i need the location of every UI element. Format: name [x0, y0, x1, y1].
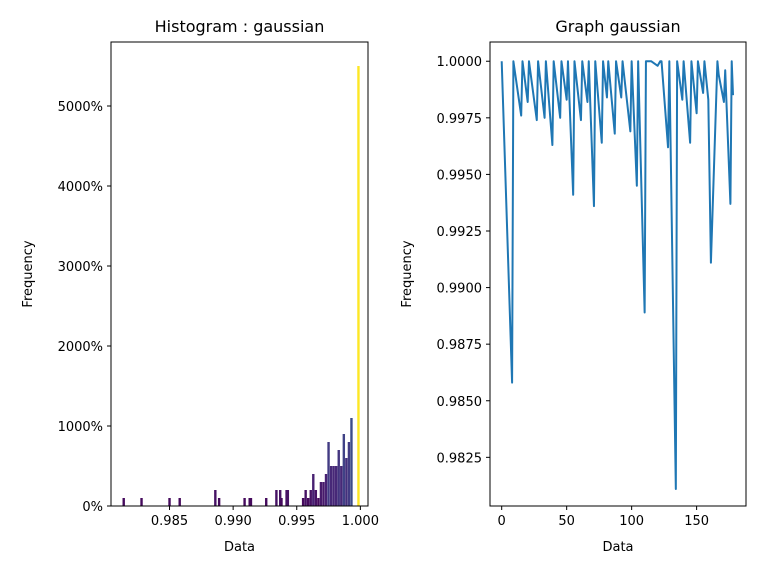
histogram-bar [327, 442, 330, 506]
histogram-bar [168, 498, 171, 506]
line-series-group [500, 60, 735, 491]
line-x-tick-label: 100 [619, 514, 644, 529]
histogram-bar [342, 434, 346, 506]
histogram-bar [217, 498, 221, 506]
histogram-y-ticks: 0% 1000% 2000% 3000% 4000% 5000% [58, 100, 111, 515]
line-x-tick-label: 150 [684, 514, 709, 529]
histogram-x-tick-label: 1.000 [342, 514, 379, 529]
line-y-label: Frequency [400, 240, 415, 307]
histogram-bar [285, 490, 288, 506]
histogram-y-label: Frequency [21, 240, 36, 307]
histogram-title: Histogram : gaussian [155, 17, 325, 36]
histogram-bars [122, 66, 360, 506]
histogram-y-tick-label: 0% [82, 500, 103, 515]
line-axes-frame [489, 41, 747, 507]
histogram-bar [307, 498, 310, 506]
histogram-x-ticks: 0.985 0.990 0.995 1.000 [151, 506, 379, 529]
histogram-bar [319, 482, 323, 506]
histogram-bar [248, 498, 251, 506]
line-x-label: Data [602, 540, 633, 555]
histogram-bar [340, 466, 343, 506]
histogram-x-label: Data [224, 540, 255, 555]
line-y-tick-label: 1.0000 [437, 55, 483, 70]
histogram-bar [345, 458, 348, 506]
line-title: Graph gaussian [555, 17, 680, 36]
histogram-bar [332, 466, 335, 506]
histogram-bar [329, 466, 333, 506]
histogram-y-tick-label: 1000% [58, 420, 103, 435]
histogram-bar [265, 498, 268, 506]
histogram-chart: Histogram : gaussian 0.985 0.990 0.995 1.00… [21, 17, 379, 555]
histogram-bar [178, 498, 181, 506]
line-y-tick-label: 0.9825 [437, 451, 483, 466]
histogram-bar [322, 482, 325, 506]
histogram-bar [324, 474, 328, 506]
histogram-bar [140, 498, 143, 506]
line-y-tick-label: 0.9875 [437, 338, 483, 353]
histogram-x-tick-label: 0.995 [278, 514, 315, 529]
line-x-tick-label: 50 [558, 514, 575, 529]
histogram-bar [301, 498, 305, 506]
histogram-x-tick-label: 0.990 [215, 514, 252, 529]
histogram-axes-frame [110, 41, 369, 507]
line-y-tick-label: 0.9975 [437, 112, 483, 127]
histogram-bar [122, 498, 125, 506]
histogram-bar [317, 498, 320, 506]
line-series [500, 60, 735, 491]
histogram-bar [279, 490, 282, 506]
histogram-bar [334, 466, 338, 506]
histogram-y-tick-label: 3000% [58, 260, 103, 275]
histogram-bar [309, 490, 312, 506]
histogram-x-tick-label: 0.985 [151, 514, 188, 529]
histogram-bar [214, 490, 217, 506]
histogram-bar [337, 450, 340, 506]
histogram-bar [280, 498, 283, 506]
histogram-bar [275, 490, 278, 506]
line-y-tick-label: 0.9850 [437, 395, 483, 410]
histogram-bar [312, 474, 315, 506]
histogram-y-tick-label: 5000% [58, 100, 103, 115]
histogram-bar [243, 498, 246, 506]
line-x-tick-label: 0 [498, 514, 506, 529]
histogram-bar [350, 418, 353, 506]
histogram-y-tick-label: 4000% [58, 180, 103, 195]
histogram-bar [286, 490, 290, 506]
histogram-y-tick-label: 2000% [58, 340, 103, 355]
histogram-bar [249, 498, 253, 506]
line-chart: Graph gaussian 0 50 100 150 0.98250.98500.9… [400, 17, 747, 555]
histogram-bar [304, 490, 307, 506]
histogram-bar [357, 66, 360, 506]
line-y-ticks: 0.9825 0.9850 0.9875 0.9900 0.9925 0.9950 0.99… [437, 55, 490, 466]
histogram-bar [314, 490, 318, 506]
line-y-tick-label: 0.9900 [437, 282, 483, 297]
line-y-tick-label: 0.9925 [437, 225, 483, 240]
line-x-ticks: 0 50 100 150 [498, 506, 709, 529]
line-y-tick-label: 0.9950 [437, 168, 483, 183]
histogram-bar [347, 442, 351, 506]
